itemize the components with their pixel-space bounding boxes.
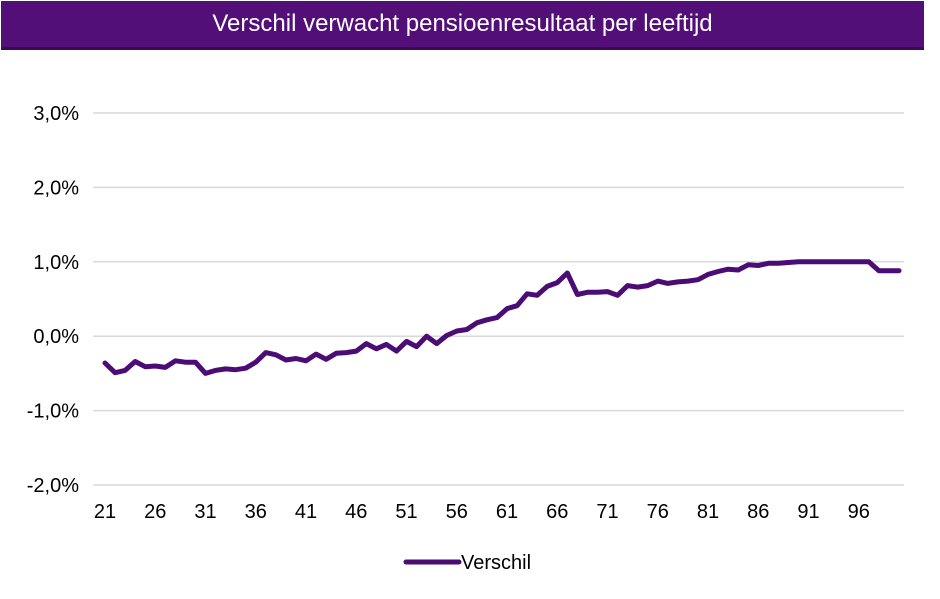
x-tick-label: 56 xyxy=(446,501,468,523)
series-line-verschil xyxy=(102,259,902,376)
x-tick-label: 91 xyxy=(797,501,819,523)
x-tick-label: 36 xyxy=(245,501,267,523)
x-tick-label: 76 xyxy=(647,501,669,523)
x-tick-label: 71 xyxy=(596,501,618,523)
y-tick-label: 0,0% xyxy=(33,326,79,348)
gridlines xyxy=(93,112,904,486)
x-tick-label: 46 xyxy=(345,501,367,523)
y-tick-label: 3,0% xyxy=(33,103,79,125)
x-tick-label: 86 xyxy=(747,501,769,523)
y-tick-label: -1,0% xyxy=(27,401,79,423)
x-tick-label: 21 xyxy=(94,501,116,523)
legend: Verschil xyxy=(403,552,531,574)
x-tick-label: 41 xyxy=(295,501,317,523)
chart-title: Verschil verwacht pensioenresultaat per … xyxy=(212,10,713,37)
x-tick-label: 26 xyxy=(144,501,166,523)
y-tick-label: 1,0% xyxy=(33,252,79,274)
x-tick-label: 81 xyxy=(697,501,719,523)
y-tick-label: -2,0% xyxy=(27,475,79,497)
y-tick-label: 2,0% xyxy=(33,177,79,199)
x-tick-label: 66 xyxy=(546,501,568,523)
x-tick-label: 31 xyxy=(194,501,216,523)
y-axis-tick-labels: -2,0% -1,0% 0,0% 1,0% 2,0% 3,0% xyxy=(27,103,79,497)
legend-label-verschil: Verschil xyxy=(461,552,531,574)
series-layer xyxy=(102,259,902,376)
x-axis-tick-labels: 21 26 31 36 41 46 51 56 61 66 71 76 81 86 91 96 xyxy=(94,501,870,523)
x-tick-label: 51 xyxy=(395,501,417,523)
chart-title-bar: Verschil verwacht pensioenresultaat per … xyxy=(1,1,924,50)
x-tick-label: 96 xyxy=(848,501,870,523)
x-tick-label: 61 xyxy=(496,501,518,523)
